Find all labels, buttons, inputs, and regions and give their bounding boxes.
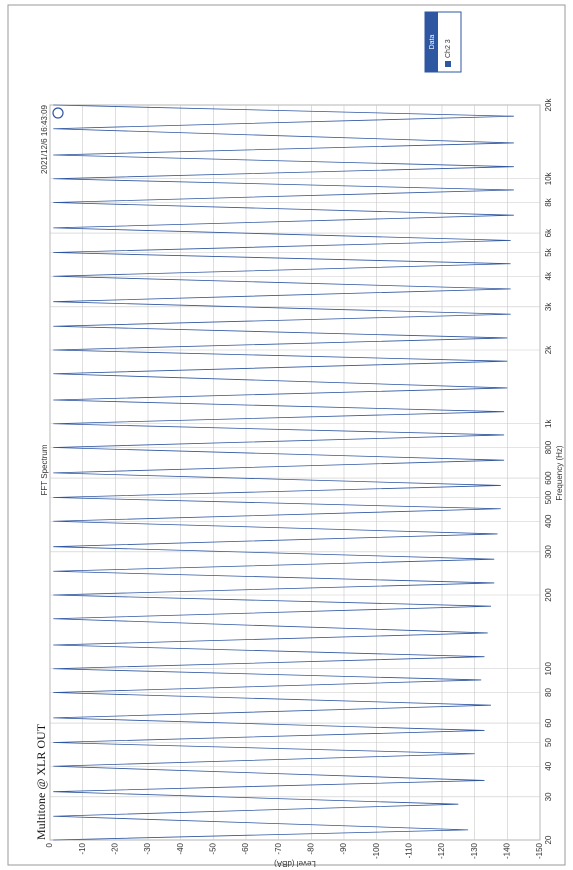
chart-title: FFT Spectrum [40,444,49,495]
x-tick-label: 400 [544,514,553,528]
y-tick-label: -110 [404,842,413,858]
legend-title: Data [429,35,436,50]
x-tick-label: 80 [544,687,553,696]
timestamp: 2021/12/6 16:43:09 [40,104,49,174]
x-tick-label: 30 [544,792,553,801]
frame [7,4,566,866]
x-tick-label: 50 [544,738,553,747]
x-tick-label: 100 [544,662,553,676]
x-tick-label: 10k [544,171,553,185]
legend-swatch [445,61,451,67]
spectrum-line [53,104,514,841]
y-tick-label: -20 [110,842,119,854]
x-tick-label: 3k [544,302,553,311]
rotated-chart: FFT Spectrum Multitone @ XLR OUT 2021/12… [34,11,564,868]
x-tick-label: 200 [544,588,553,602]
legend-label: Ch2 3 [445,39,452,58]
x-tick-label: 6k [544,228,553,237]
y-tick-label: -70 [274,842,283,854]
x-tick-label: 600 [544,471,553,485]
y-tick-label: -140 [502,842,511,859]
y-tick-label: -100 [372,842,381,859]
x-tick-label: 40 [544,761,553,770]
x-tick-label: 60 [544,718,553,727]
x-tick-label: 20 [544,835,553,844]
y-tick-label: -120 [437,842,446,859]
y-tick-label: -40 [176,842,185,854]
x-tick-label: 5k [544,247,553,256]
legend-header [425,12,438,72]
x-tick-label: 20k [544,98,553,112]
x-tick-label: 8k [544,197,553,206]
y-tick-label: -60 [241,842,250,854]
y-tick-label: -90 [339,842,348,854]
x-axis-label: Frequency (Hz) [555,445,564,500]
x-tick-label: 2k [544,345,553,354]
logo [52,107,64,119]
x-tick-label: 300 [544,545,553,559]
y-tick-label: -50 [208,842,217,854]
y-tick-label: -130 [470,842,479,859]
y-tick-label: -10 [78,842,87,854]
x-tick-label: 800 [544,440,553,454]
x-tick-label: 1k [544,419,553,428]
chart-subtitle: Multitone @ XLR OUT [34,723,48,840]
y-tick-label: -30 [143,842,152,854]
y-axis-label: Level (dBA) [274,859,316,868]
y-tick-label: -80 [306,842,315,854]
y-tick-label: -150 [535,842,544,859]
x-tick-label: 4k [544,271,553,280]
x-tick-label: 500 [544,490,553,504]
y-tick-label: 0 [45,842,54,847]
